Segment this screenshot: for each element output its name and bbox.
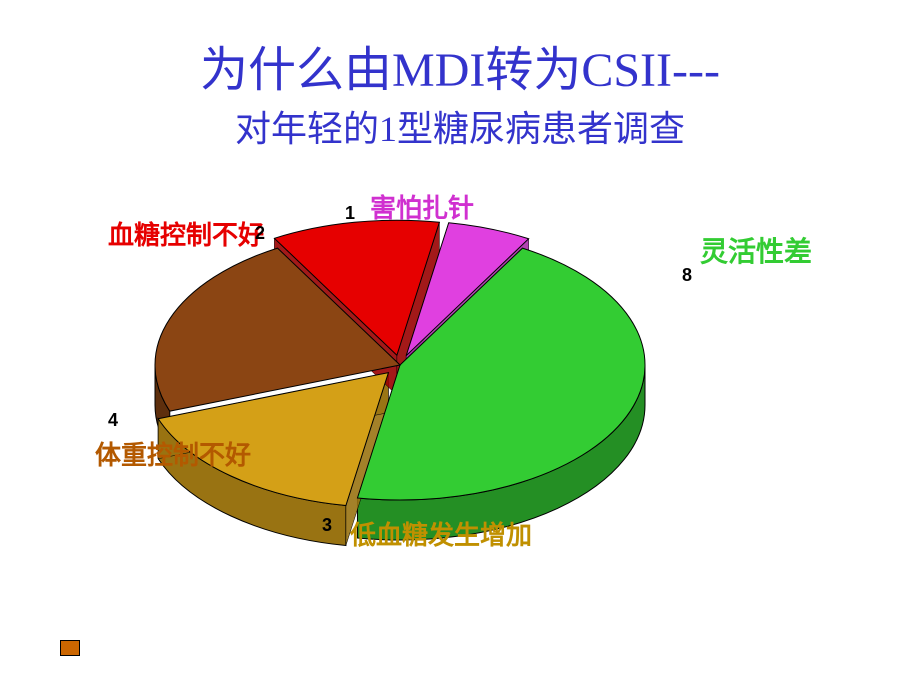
slice-label: 低血糖发生增加: [350, 515, 532, 552]
title-main: 为什么由MDI转为CSII---: [200, 44, 720, 97]
pie-chart: 灵活性差 8 低血糖发生增加 3 体重控制不好 4 血糖控制不好2 害怕扎针 1: [0, 185, 920, 665]
slice-value: 3: [322, 515, 332, 536]
slice-label: 灵活性差: [700, 230, 812, 270]
title-block: 为什么由MDI转为CSII--- 对年轻的1型糖尿病患者调查: [0, 0, 920, 152]
slice-label: 害怕扎针: [370, 188, 474, 225]
slice-value: 1: [345, 203, 355, 224]
slice-value: 8: [682, 265, 692, 286]
slice-label: 体重控制不好: [95, 435, 251, 472]
legend-square: [60, 640, 80, 656]
slice-value: 4: [108, 410, 118, 431]
slice-label: 血糖控制不好: [108, 215, 264, 252]
slice-value: 2: [255, 223, 265, 244]
title-sub: 对年轻的1型糖尿病患者调查: [235, 109, 685, 149]
